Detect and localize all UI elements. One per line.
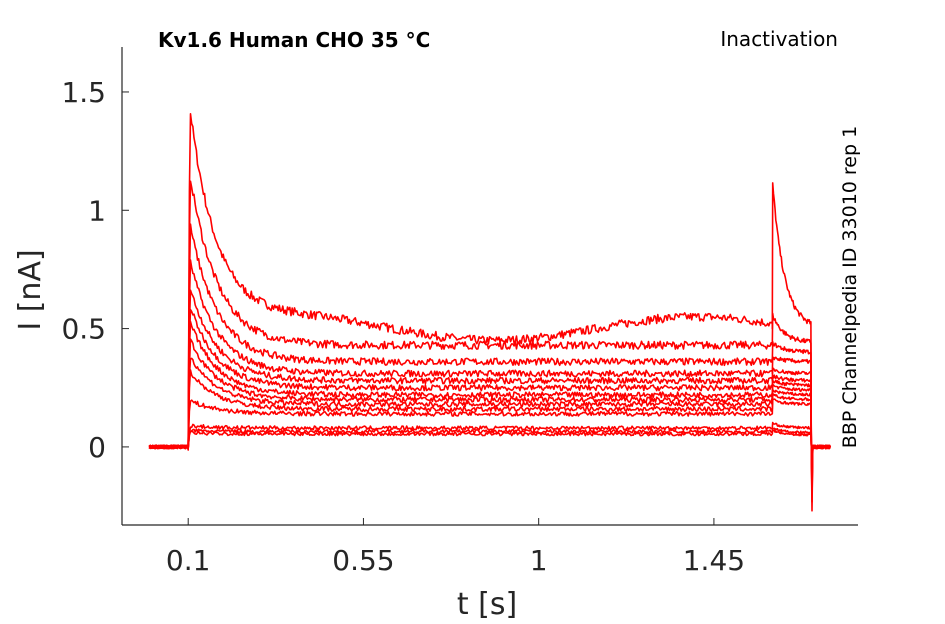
current-trace-12: [148, 421, 831, 458]
x-axis-ticks: 0.1 0.55 1 1.45: [166, 518, 745, 577]
current-trace-2: [148, 180, 831, 503]
x-tick-label: 1: [530, 544, 548, 577]
current-trace-4: [149, 259, 831, 488]
y-axis-ticks: 0 0.5 1 1.5: [61, 76, 129, 464]
current-trace-6: [148, 308, 831, 480]
current-traces: [148, 113, 832, 512]
current-trace-14: [148, 429, 831, 455]
y-tick-label: 0.5: [61, 313, 106, 346]
current-trace-3: [149, 223, 832, 494]
current-trace-7: [148, 320, 831, 476]
y-axis-label: I [nA]: [13, 249, 48, 330]
y-tick-label: 1: [88, 194, 106, 227]
current-trace-10: [148, 369, 831, 469]
channelpedia-id-label: BBP Channelpedia ID 33010 rep 1: [839, 126, 861, 448]
y-tick-label: 1.5: [61, 76, 106, 109]
chart-title-right: Inactivation: [720, 27, 838, 51]
current-trace-9: [148, 357, 831, 471]
current-trace-1: [148, 113, 831, 512]
y-tick-label: 0: [88, 431, 106, 464]
x-axis-label: t [s]: [457, 587, 517, 622]
current-trace-13: [148, 427, 831, 456]
current-trace-8: [148, 338, 831, 474]
current-trace-11: [148, 398, 831, 466]
x-tick-label: 1.45: [683, 544, 745, 577]
chart-title-left: Kv1.6 Human CHO 35 °C: [158, 28, 430, 52]
x-tick-label: 0.55: [332, 544, 394, 577]
current-trace-5: [148, 289, 831, 484]
x-tick-label: 0.1: [166, 544, 211, 577]
